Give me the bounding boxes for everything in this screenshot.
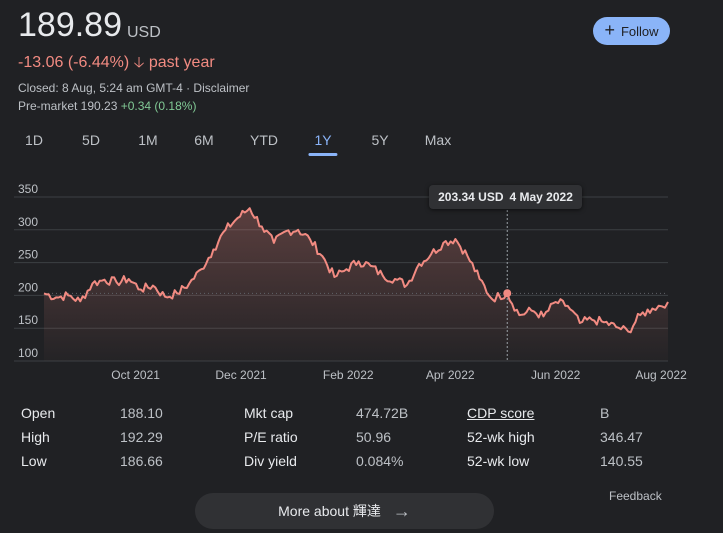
stat-row-cdp-score: CDP score B xyxy=(467,405,667,429)
follow-label: Follow xyxy=(620,23,659,39)
quote-currency: USD xyxy=(127,24,161,41)
stat-value: 0.084% xyxy=(356,453,404,469)
stat-value: B xyxy=(600,405,610,421)
y-tick-label: 250 xyxy=(18,248,38,262)
more-about-button[interactable]: More about 輝達 → xyxy=(195,493,494,529)
y-tick-label: 350 xyxy=(18,182,38,196)
feedback-link[interactable]: Feedback xyxy=(609,489,662,503)
stat-label: Div yield xyxy=(244,453,297,469)
stat-value: 192.29 xyxy=(120,429,163,445)
stat-row-low: Low 186.66 xyxy=(21,453,171,477)
stat-label: 52-wk low xyxy=(467,453,530,469)
hover-point xyxy=(503,289,512,298)
range-tab-max[interactable]: Max xyxy=(424,132,452,148)
price-line xyxy=(43,207,669,334)
tooltip-value: 203.34 USD xyxy=(438,190,504,204)
stat-row-high: High 192.29 xyxy=(21,429,171,453)
range-tab-5y[interactable]: 5Y xyxy=(371,132,389,148)
range-tab-1m[interactable]: 1M xyxy=(138,132,158,148)
y-tick-label: 200 xyxy=(18,280,38,294)
stat-label: 52-wk high xyxy=(467,429,535,445)
change-value: -13.06 (-6.44%) xyxy=(18,54,130,71)
stat-label: High xyxy=(21,429,50,445)
price-area xyxy=(44,208,668,361)
stat-row-mkt-cap: Mkt cap 474.72B xyxy=(244,405,424,429)
stats-column-2: Mkt cap 474.72B P/E ratio 50.96 Div yiel… xyxy=(244,405,424,477)
stat-value: 474.72B xyxy=(356,405,409,421)
change-period: past year xyxy=(148,54,215,71)
stat-value: 50.96 xyxy=(356,429,392,445)
y-tick-label: 300 xyxy=(18,215,38,229)
x-tick-label: Oct 2021 xyxy=(111,368,160,382)
closed-text: Closed: 8 Aug, 5:24 am GMT-4 · Disclaime… xyxy=(18,81,250,95)
stat-row-52wk-low: 52-wk low 140.55 xyxy=(467,453,667,477)
stat-row-pe-ratio: P/E ratio 50.96 xyxy=(244,429,424,453)
stats-column-1: Open 188.10 High 192.29 Low 186.66 xyxy=(21,405,171,477)
quote-change: -13.06 (-6.44%) 🡣 past year xyxy=(18,52,215,77)
y-tick-label: 100 xyxy=(18,346,38,360)
premarket-label: Pre-market 190.23 xyxy=(18,99,118,113)
tooltip-date: 4 May 2022 xyxy=(509,190,573,204)
quote-price: 189.89 xyxy=(18,6,122,44)
chart-tooltip: 203.34 USD 4 May 2022 xyxy=(429,185,582,209)
stat-value: 346.47 xyxy=(600,429,643,445)
range-tabs: 1D 5D 1M 6M YTD 1Y 5Y Max xyxy=(0,132,723,156)
stat-value: 188.10 xyxy=(120,405,163,421)
stats-column-3: CDP score B 52-wk high 346.47 52-wk low … xyxy=(467,405,667,477)
stat-row-div-yield: Div yield 0.084% xyxy=(244,453,424,477)
x-tick-label: Feb 2022 xyxy=(323,368,374,382)
price-chart[interactable]: 350 300 250 200 150 100 Oct 2021 Dec 2021 Feb 20… xyxy=(0,180,723,390)
stat-value: 140.55 xyxy=(600,453,643,469)
x-tick-label: Dec 2021 xyxy=(215,368,267,382)
arrow-right-icon: → xyxy=(392,500,411,521)
range-tab-ytd[interactable]: YTD xyxy=(250,132,278,148)
stat-label: Mkt cap xyxy=(244,405,294,421)
stat-value: 186.66 xyxy=(120,453,163,469)
range-tab-1y[interactable]: 1Y xyxy=(308,132,338,156)
arrow-down-icon: 🡣 xyxy=(133,54,145,71)
range-tab-6m[interactable]: 6M xyxy=(194,132,214,148)
plus-icon: + xyxy=(604,20,615,40)
y-tick-label: 150 xyxy=(18,313,38,327)
stat-label: P/E ratio xyxy=(244,429,298,445)
stat-label: Low xyxy=(21,453,47,469)
stat-label: Open xyxy=(21,405,56,421)
stat-row-52wk-high: 52-wk high 346.47 xyxy=(467,429,667,453)
premarket-text: Pre-market 190.23 +0.34 (0.18%) xyxy=(18,99,196,113)
x-tick-label: Aug 2022 xyxy=(635,368,687,382)
range-tab-1d[interactable]: 1D xyxy=(25,132,43,148)
stat-row-open: Open 188.10 xyxy=(21,405,171,429)
cdp-score-link[interactable]: CDP score xyxy=(467,405,535,421)
premarket-change: +0.34 (0.18%) xyxy=(120,99,197,113)
x-tick-label: Jun 2022 xyxy=(531,368,581,382)
more-about-label: More about 輝達 xyxy=(278,503,381,519)
x-tick-label: Apr 2022 xyxy=(426,368,475,382)
follow-button[interactable]: + Follow xyxy=(593,17,670,45)
range-tab-5d[interactable]: 5D xyxy=(82,132,100,148)
